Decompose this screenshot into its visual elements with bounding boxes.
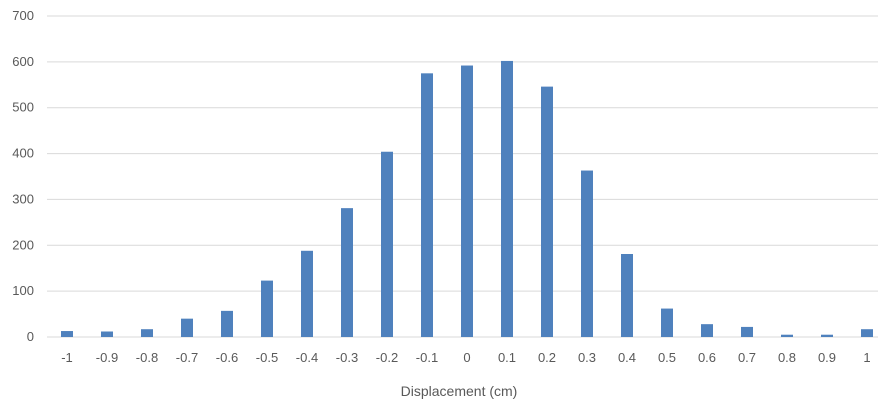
y-tick-label: 0 xyxy=(27,329,34,344)
y-axis-tick-labels: 0 100 200 300 400 500 600 700 xyxy=(12,8,34,344)
bar--0.7 xyxy=(181,318,193,337)
bar--0.1 xyxy=(421,73,433,338)
bar-0.3 xyxy=(581,170,593,337)
bar-0.5 xyxy=(661,308,673,337)
y-tick-label: 700 xyxy=(12,8,34,23)
bar-0.9 xyxy=(821,334,833,337)
bar-0.1 xyxy=(501,60,513,337)
y-tick-label: 600 xyxy=(12,54,34,69)
bar--1 xyxy=(61,331,73,337)
bar--0.8 xyxy=(141,329,153,337)
bar-0.4 xyxy=(621,253,633,337)
x-tick-label: -0.7 xyxy=(176,350,198,365)
x-tick-label: 0.6 xyxy=(698,350,716,365)
x-tick-label: -0.5 xyxy=(256,350,278,365)
y-tick-label: 400 xyxy=(12,146,34,161)
x-tick-label: -0.6 xyxy=(216,350,238,365)
x-tick-label: 0.1 xyxy=(498,350,516,365)
bar-0.6 xyxy=(701,324,713,337)
bars xyxy=(61,60,873,338)
bar--0.4 xyxy=(301,250,313,337)
bar-0.7 xyxy=(741,326,753,337)
x-tick-label: 0.7 xyxy=(738,350,756,365)
bar--0.9 xyxy=(101,331,113,337)
x-tick-label: -1 xyxy=(61,350,73,365)
y-tick-label: 500 xyxy=(12,100,34,115)
y-tick-label: 300 xyxy=(12,191,34,206)
bar-0.2 xyxy=(541,86,553,338)
x-tick-label: -0.9 xyxy=(96,350,118,365)
x-tick-label: -0.4 xyxy=(296,350,318,365)
bar--0.6 xyxy=(221,310,233,337)
bar--0.2 xyxy=(381,151,393,337)
x-tick-label: 0.3 xyxy=(578,350,596,365)
x-axis-title: Displacement (cm) xyxy=(401,383,518,399)
x-tick-label: 0.5 xyxy=(658,350,676,365)
x-tick-label: -0.8 xyxy=(136,350,158,365)
x-tick-label: 0.9 xyxy=(818,350,836,365)
bar--0.3 xyxy=(341,208,353,337)
x-tick-label: 0.4 xyxy=(618,350,636,365)
bar-1 xyxy=(861,329,873,337)
y-tick-label: 100 xyxy=(12,283,34,298)
bar-0.8 xyxy=(781,334,793,337)
x-tick-label: 0 xyxy=(463,350,470,365)
y-tick-label: 200 xyxy=(12,237,34,252)
x-tick-label: -0.3 xyxy=(336,350,358,365)
x-tick-label: 0.8 xyxy=(778,350,796,365)
bar-0 xyxy=(461,65,473,338)
x-axis-tick-labels: -1 -0.9 -0.8 -0.7 -0.6 -0.5 -0.4 -0.3 -0.2 -0.1 0 0… xyxy=(61,350,870,365)
x-tick-label: 0.2 xyxy=(538,350,556,365)
bar--0.5 xyxy=(261,280,273,337)
x-tick-label: -0.2 xyxy=(376,350,398,365)
x-tick-label: -0.1 xyxy=(416,350,438,365)
x-tick-label: 1 xyxy=(863,350,870,365)
